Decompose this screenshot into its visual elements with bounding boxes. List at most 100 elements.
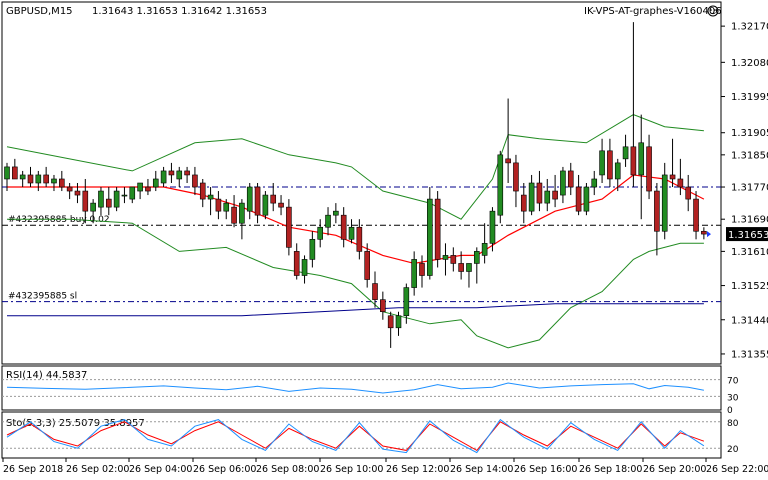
candle-body bbox=[12, 166, 18, 180]
candle-body bbox=[411, 259, 417, 288]
candle-body bbox=[607, 150, 613, 180]
candle-body bbox=[82, 190, 89, 212]
candle-body bbox=[442, 255, 449, 260]
candle-body bbox=[199, 182, 206, 200]
candle-body bbox=[309, 239, 316, 260]
price-axis-tick-label: 1.32170 bbox=[731, 22, 768, 33]
candle-body bbox=[239, 202, 245, 224]
time-axis-tick-label: 26 Sep 04:00 bbox=[129, 464, 192, 475]
rsi-pane bbox=[1, 365, 722, 411]
candle-body bbox=[701, 230, 707, 235]
rsi-label: RSI(14) 44.5837 bbox=[6, 370, 87, 381]
candle-body bbox=[646, 146, 652, 192]
candle-body bbox=[387, 315, 394, 329]
candle-body bbox=[98, 190, 104, 208]
price-axis-tick-label: 1.31770 bbox=[731, 183, 768, 194]
candle-body bbox=[66, 186, 73, 192]
candle-body bbox=[19, 174, 26, 180]
stochastic-pane bbox=[1, 411, 722, 459]
candle-body bbox=[434, 198, 441, 260]
rsi-pane-frame bbox=[1, 365, 722, 411]
time-axis-tick-label: 26 Sep 20:00 bbox=[643, 464, 706, 475]
stochastic-line bbox=[6, 418, 705, 454]
time-axis-tick-label: 26 Sep 16:00 bbox=[514, 464, 577, 475]
candle-body bbox=[121, 194, 128, 197]
candle-body bbox=[301, 259, 308, 276]
candle-body bbox=[168, 170, 175, 176]
price-axis-tick-label: 1.31610 bbox=[731, 247, 768, 258]
candle-body bbox=[152, 178, 159, 188]
candle-body bbox=[129, 186, 136, 200]
candle-body bbox=[419, 263, 425, 276]
time-axis-tick-label: 26 Sep 10:00 bbox=[320, 464, 383, 475]
price-axis-tick-label: 1.31440 bbox=[731, 315, 768, 326]
main-marks: 1.32170 1.32080 1.31995 1.31905 1.31850 1.317… bbox=[2, 22, 768, 360]
candle-body bbox=[207, 194, 214, 200]
candle-body bbox=[427, 198, 433, 276]
candle-body bbox=[489, 210, 496, 244]
candle-body bbox=[528, 182, 535, 212]
x-axis: 26 Sep 2018 26 Sep 02:00 26 Sep 04:00 26 Se… bbox=[2, 458, 768, 475]
rsi-axis-tick-label: 0 bbox=[727, 406, 733, 416]
candle-body bbox=[113, 190, 120, 208]
candle-body bbox=[591, 178, 598, 188]
ohlc-label: 1.31643 1.31653 1.31642 1.31653 bbox=[92, 6, 267, 17]
candle-body bbox=[513, 162, 519, 192]
candle-body bbox=[356, 226, 363, 252]
candle-body bbox=[473, 251, 480, 264]
candle-body bbox=[317, 226, 324, 240]
candle-body bbox=[395, 315, 402, 329]
candle-body bbox=[552, 190, 558, 200]
stochastic-axis-tick-label: 20 bbox=[727, 445, 739, 455]
indicator-line bbox=[7, 218, 704, 349]
candle-body bbox=[35, 174, 42, 184]
candle-body bbox=[630, 146, 637, 176]
candle-body bbox=[661, 174, 668, 232]
time-axis-tick-label: 26 Sep 12:00 bbox=[386, 464, 449, 475]
candle-body bbox=[614, 162, 621, 180]
rsi-axis-tick-label: 30 bbox=[727, 393, 739, 403]
candle-body bbox=[74, 190, 81, 196]
price-axis-tick-label: 1.31690 bbox=[731, 215, 768, 226]
candle-body bbox=[364, 251, 370, 280]
time-axis-tick-label: 26 Sep 2018 bbox=[3, 464, 63, 475]
candle-body bbox=[450, 255, 457, 264]
candle-body bbox=[43, 174, 49, 184]
candle-body bbox=[223, 202, 230, 212]
candle-body bbox=[184, 170, 190, 176]
candle-body bbox=[27, 174, 34, 184]
current-price-box bbox=[726, 227, 768, 242]
candle-body bbox=[270, 194, 277, 204]
candle-body bbox=[520, 194, 527, 212]
time-axis-tick-label: 26 Sep 14:00 bbox=[450, 464, 513, 475]
stochastic-label: Sto(5,3,3) 25.5079 35.8957 bbox=[6, 418, 145, 429]
candle-body bbox=[638, 142, 645, 176]
candle-body bbox=[505, 158, 511, 164]
candle-body bbox=[669, 174, 676, 180]
candle-body bbox=[654, 190, 660, 232]
price-axis-tick-label: 1.31525 bbox=[731, 281, 768, 292]
current-price-arrow-icon bbox=[707, 231, 711, 238]
candle-body bbox=[176, 170, 183, 180]
candle-body bbox=[403, 287, 410, 317]
smiley-icon bbox=[707, 5, 719, 17]
candle-body bbox=[262, 194, 269, 216]
candle-body bbox=[59, 178, 65, 188]
candle-body bbox=[4, 166, 10, 180]
price-axis-tick-label: 1.31905 bbox=[731, 128, 768, 139]
stochastic-marks: 80 20 bbox=[2, 419, 739, 455]
candle-body bbox=[286, 206, 292, 248]
candle-body bbox=[622, 146, 629, 160]
stochastic-line bbox=[6, 421, 705, 452]
candle-body bbox=[466, 263, 472, 272]
candle-body bbox=[583, 186, 590, 212]
current-price-label: 1.31653 bbox=[728, 230, 768, 241]
indicator-line bbox=[6, 114, 704, 220]
candle-body bbox=[231, 206, 237, 224]
candle-body bbox=[544, 190, 551, 204]
candle-body bbox=[497, 154, 504, 216]
order-level-label: #432395885 sl bbox=[8, 292, 77, 302]
candle-body bbox=[693, 198, 699, 232]
